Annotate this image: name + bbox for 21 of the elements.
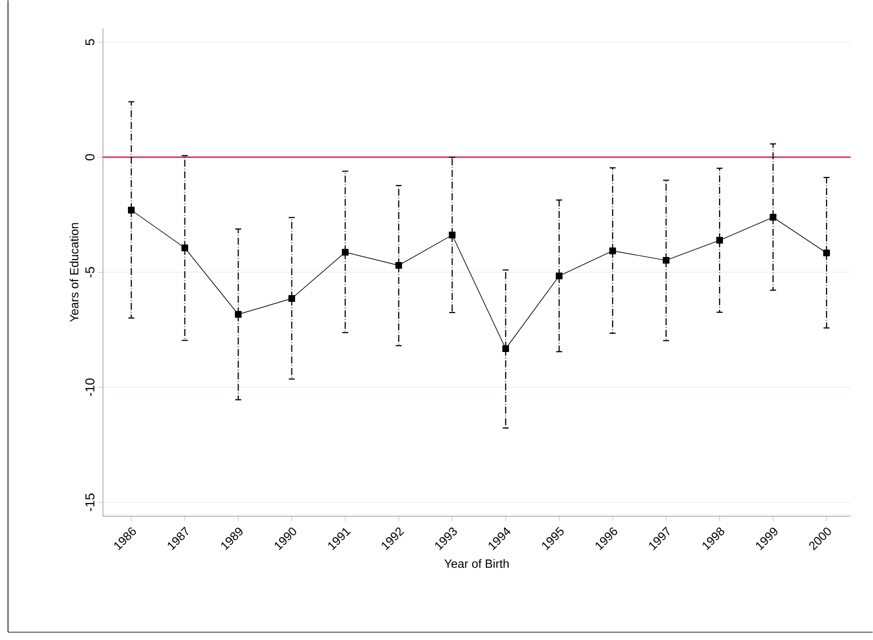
point (288, 295, 296, 302)
point (716, 236, 723, 244)
y-tick-label: -5 (85, 267, 94, 278)
point (556, 272, 562, 280)
x-axis-title: Year of Birth (444, 559, 509, 568)
point (609, 247, 616, 254)
point (823, 250, 830, 256)
y-axis-title: Years of Education (70, 223, 78, 322)
point (448, 232, 456, 238)
y-tick-label: 5 (85, 39, 94, 46)
point (181, 244, 188, 252)
point (128, 206, 135, 214)
y-tick-label: -15 (85, 493, 94, 512)
y-tick-label: 0 (85, 154, 94, 160)
point (662, 256, 670, 264)
point (770, 214, 776, 221)
point (502, 345, 510, 352)
point (342, 248, 349, 256)
y-tick-label: -10 (85, 378, 94, 396)
point (395, 262, 402, 269)
point (234, 310, 242, 318)
